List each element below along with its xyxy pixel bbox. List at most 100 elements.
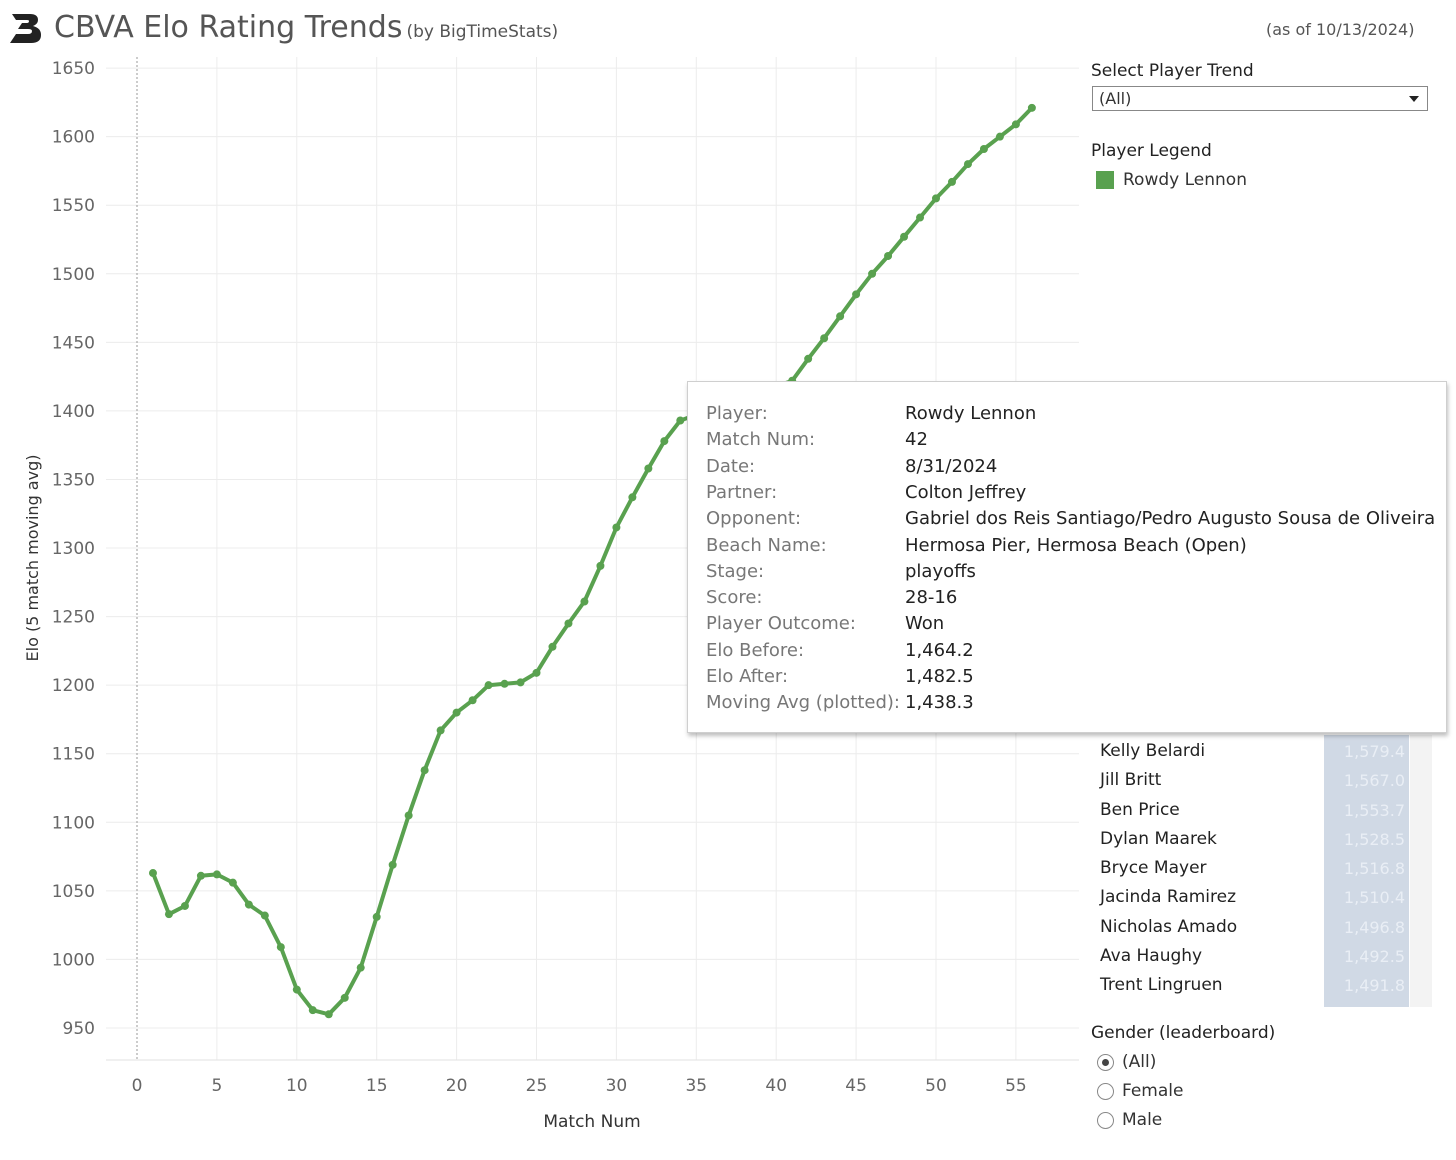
leaderboard-elo-cell: 1,516.8 (1324, 854, 1409, 883)
tooltip-value: Hermosa Pier, Hermosa Beach (Open) (905, 534, 1247, 556)
x-tick-label: 35 (685, 1076, 707, 1096)
data-point[interactable] (180, 901, 189, 910)
data-point[interactable] (372, 912, 381, 921)
data-point[interactable] (836, 312, 845, 321)
data-point[interactable] (516, 678, 525, 687)
radio-gender-all-label[interactable]: (All) (1122, 1052, 1157, 1072)
radio-gender-female[interactable] (1097, 1083, 1114, 1100)
x-tick-label: 55 (1005, 1076, 1027, 1096)
leaderboard-player-name: Trent Lingruen (1100, 975, 1223, 995)
chevron-down-icon[interactable] (1409, 96, 1419, 102)
leaderboard-elo-value: 1,553.7 (1343, 800, 1405, 820)
tooltip-key: Beach Name: (706, 534, 827, 556)
leaderboard-elo-value: 1,492.5 (1343, 946, 1405, 966)
legend-item-label[interactable]: Rowdy Lennon (1123, 170, 1247, 190)
data-point[interactable] (932, 194, 940, 203)
data-point[interactable] (644, 464, 653, 473)
data-point[interactable] (963, 160, 972, 169)
data-point[interactable] (292, 985, 301, 994)
data-point[interactable] (900, 232, 909, 241)
y-tick-label: 1200 (52, 676, 95, 696)
data-point[interactable] (995, 132, 1004, 141)
data-point[interactable] (388, 860, 397, 869)
tooltip-key: Date: (706, 455, 756, 477)
leaderboard-elo-cell: 1,510.4 (1324, 883, 1409, 913)
data-point[interactable] (852, 290, 861, 299)
data-point[interactable] (628, 493, 637, 502)
leaderboard-player-name: Nicholas Amado (1100, 916, 1238, 937)
data-point[interactable] (1027, 103, 1036, 112)
data-point[interactable] (404, 811, 413, 820)
leaderboard-row[interactable]: Jill Britt 1,567.0 (1100, 766, 1440, 796)
data-point[interactable] (196, 871, 205, 880)
y-tick-label: 1300 (52, 539, 95, 559)
leaderboard-row[interactable]: Trent Lingruen 1,491.8 (1100, 971, 1440, 1000)
leaderboard-elo-cell: 1,496.8 (1324, 912, 1409, 942)
series-line-0[interactable] (151, 105, 1034, 1017)
leaderboard-player-name: Ava Haughy (1100, 945, 1203, 966)
y-tick-label: 1150 (52, 745, 95, 765)
data-point[interactable] (820, 334, 829, 343)
data-point[interactable] (916, 213, 925, 222)
data-point[interactable] (228, 878, 237, 887)
x-tick-label: 50 (925, 1076, 947, 1096)
leaderboard-row[interactable]: Nicholas Amado 1,496.8 (1100, 912, 1440, 942)
leaderboard-row[interactable]: Kelly Belardi 1,579.4 (1100, 737, 1440, 766)
data-point[interactable] (676, 416, 685, 425)
tooltip-key: Player: (706, 403, 768, 424)
player-select-dropdown[interactable]: (All) (1092, 86, 1428, 111)
y-tick-label: 950 (63, 1019, 95, 1039)
data-point[interactable] (1011, 120, 1020, 129)
data-point[interactable] (868, 269, 877, 278)
select-player-label: Select Player Trend (1091, 61, 1254, 81)
data-point[interactable] (212, 870, 221, 879)
leaderboard-scrollbar[interactable] (1410, 735, 1432, 1007)
data-point[interactable] (548, 642, 557, 651)
gender-filter-label: Gender (leaderboard) (1091, 1023, 1276, 1043)
data-point[interactable] (500, 679, 509, 688)
leaderboard-row[interactable]: Dylan Maarek 1,528.5 (1100, 824, 1440, 854)
tooltip-key: Elo After: (706, 666, 789, 687)
data-point[interactable] (564, 619, 573, 628)
leaderboard-row[interactable]: Ben Price 1,553.7 (1100, 795, 1440, 825)
data-point[interactable] (148, 869, 157, 878)
data-point[interactable] (356, 963, 365, 972)
data-point[interactable] (660, 437, 669, 446)
data-point[interactable] (532, 668, 541, 677)
data-point[interactable] (260, 911, 269, 920)
data-point[interactable] (244, 900, 253, 909)
data-point[interactable] (596, 561, 605, 570)
leaderboard-row[interactable]: Jacinda Ramirez 1,510.4 (1100, 883, 1440, 913)
y-tick-label: 1500 (52, 265, 95, 285)
data-point[interactable] (340, 993, 349, 1002)
data-point[interactable] (324, 1010, 333, 1019)
leaderboard-player-name: Bryce Mayer (1100, 858, 1207, 878)
data-point[interactable] (164, 910, 173, 919)
data-point[interactable] (420, 766, 429, 775)
legend-swatch[interactable] (1096, 171, 1114, 189)
leaderboard-elo-value: 1,528.5 (1343, 829, 1405, 849)
radio-gender-male-label[interactable]: Male (1122, 1110, 1163, 1130)
leaderboard-elo-value: 1,579.4 (1343, 742, 1405, 761)
y-tick-label: 1450 (52, 333, 95, 353)
radio-gender-male[interactable] (1097, 1112, 1114, 1129)
radio-gender-female-label[interactable]: Female (1122, 1081, 1184, 1101)
data-point[interactable] (884, 251, 893, 260)
data-point[interactable] (436, 726, 445, 735)
data-point[interactable] (484, 681, 493, 690)
leaderboard-row[interactable]: Bryce Mayer 1,516.8 (1100, 854, 1440, 883)
data-point[interactable] (612, 523, 621, 532)
data-point[interactable] (947, 177, 956, 186)
data-point[interactable] (276, 943, 285, 952)
data-point[interactable] (468, 696, 477, 705)
x-tick-label: 10 (286, 1076, 308, 1096)
data-point[interactable] (308, 1006, 317, 1015)
data-point[interactable] (804, 354, 813, 363)
y-tick-label: 1600 (52, 128, 95, 148)
tooltip-value: Rowdy Lennon (905, 403, 1037, 424)
data-point[interactable] (979, 144, 988, 153)
radio-gender-all[interactable] (1097, 1054, 1114, 1071)
data-point[interactable] (452, 708, 461, 717)
leaderboard-row[interactable]: Ava Haughy 1,492.5 (1100, 941, 1440, 971)
data-point[interactable] (580, 597, 589, 606)
